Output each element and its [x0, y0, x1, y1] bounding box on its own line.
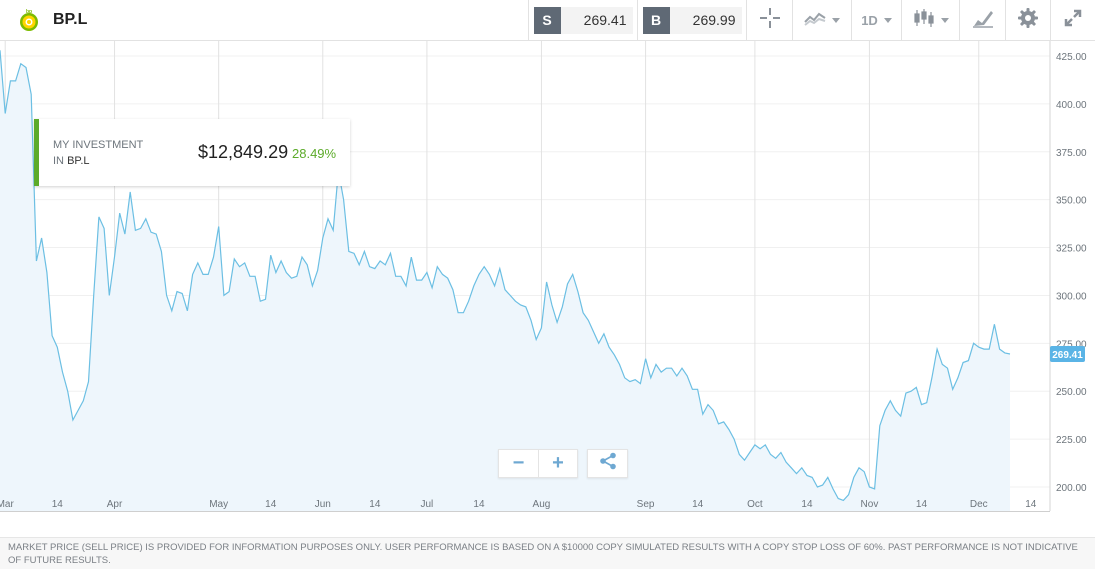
y-tick-label: 225.00	[1056, 435, 1087, 446]
x-tick-label: 14	[52, 499, 64, 510]
y-tick-label: 300.00	[1056, 291, 1087, 302]
buy-price: 269.99	[669, 6, 742, 34]
investment-label-prefix: IN	[53, 155, 64, 167]
settings-button[interactable]	[1005, 0, 1050, 40]
investment-value: $12,849.29	[198, 142, 289, 162]
last-price-tag	[1050, 346, 1085, 363]
draw-tool-button[interactable]	[959, 0, 1005, 40]
x-tick-label: Apr	[107, 499, 123, 510]
x-tick-label: Oct	[747, 499, 763, 510]
candle-style-dropdown[interactable]	[901, 0, 959, 40]
chart-toolbar: S 269.41 B 269.99 1D	[528, 0, 1095, 40]
y-tick-label: 250.00	[1056, 387, 1087, 398]
y-tick-label: 400.00	[1056, 100, 1087, 111]
y-tick-label: 200.00	[1056, 483, 1087, 494]
y-tick-label: 425.00	[1056, 52, 1087, 63]
investment-card: MY INVESTMENT IN BP.L $12,849.29 28.49%	[34, 119, 350, 186]
x-tick-label: 14	[473, 499, 485, 510]
price-chart[interactable]: 425.00 400.00 375.00 350.00 325.00 300.00 275.…	[0, 41, 1095, 511]
x-tick-label: Sep	[637, 499, 655, 510]
buy-price-box[interactable]: B 269.99	[637, 0, 746, 40]
x-axis-line	[0, 511, 1050, 512]
fullscreen-icon	[1063, 8, 1083, 33]
sell-price: 269.41	[560, 6, 633, 34]
share-icon	[599, 452, 617, 476]
investment-label: MY INVESTMENT IN BP.L	[53, 137, 143, 169]
share-button[interactable]	[588, 450, 627, 477]
y-tick-label: 350.00	[1056, 196, 1087, 207]
sell-price-box[interactable]: S 269.41	[528, 0, 637, 40]
x-tick-label: Jul	[421, 499, 434, 510]
x-tick-label: Mar	[0, 499, 14, 510]
x-tick-label: 14	[1025, 499, 1037, 510]
x-tick-label: Nov	[861, 499, 879, 510]
chevron-down-icon	[940, 17, 949, 23]
zoom-out-button[interactable]: −	[512, 452, 525, 474]
price-area	[0, 50, 1010, 511]
buy-tag: B	[642, 6, 670, 34]
investment-symbol: BP.L	[67, 155, 90, 167]
last-price-label: 269.41	[1052, 350, 1083, 361]
draw-tool-icon	[972, 8, 994, 33]
timeframe-dropdown[interactable]: 1D	[851, 0, 901, 40]
price-line	[0, 50, 1011, 502]
fullscreen-button[interactable]	[1050, 0, 1095, 40]
zoom-in-button[interactable]: +	[538, 450, 577, 477]
y-tick-label: 325.00	[1056, 244, 1087, 255]
bp-logo-icon: bp	[18, 8, 40, 32]
line-chart-type-icon	[804, 10, 826, 31]
x-tick-label: May	[209, 499, 228, 510]
svg-text:bp: bp	[26, 9, 32, 15]
investment-label-line1: MY INVESTMENT	[53, 139, 144, 151]
x-tick-label: 14	[801, 499, 813, 510]
chart-type-dropdown[interactable]	[792, 0, 851, 40]
share-controls	[587, 449, 628, 478]
x-tick-label: 14	[369, 499, 381, 510]
x-tick-label: 14	[916, 499, 928, 510]
x-tick-label: 14	[692, 499, 704, 510]
y-tick-label: 375.00	[1056, 148, 1087, 159]
zoom-controls: − +	[498, 449, 578, 478]
candlestick-icon	[913, 8, 935, 33]
sell-tag: S	[533, 6, 561, 34]
x-tick-label: Dec	[970, 499, 988, 510]
x-tick-label: 14	[265, 499, 277, 510]
gear-icon	[1017, 7, 1039, 34]
top-bar: bp BP.L S 269.41 B 269.99	[0, 0, 1095, 41]
disclaimer: MARKET PRICE (SELL PRICE) IS PROVIDED FO…	[0, 537, 1095, 569]
crosshair-button[interactable]	[746, 0, 792, 40]
crosshair-icon	[759, 7, 781, 34]
investment-change-pct: 28.49%	[292, 146, 337, 161]
x-tick-label: Aug	[533, 499, 551, 510]
x-tick-label: Jun	[315, 499, 331, 510]
y-tick-label: 275.00	[1056, 339, 1087, 350]
timeframe-label: 1D	[861, 12, 878, 28]
chevron-down-icon	[832, 17, 840, 23]
chevron-down-icon	[883, 17, 892, 23]
instrument-symbol: BP.L	[53, 11, 88, 28]
